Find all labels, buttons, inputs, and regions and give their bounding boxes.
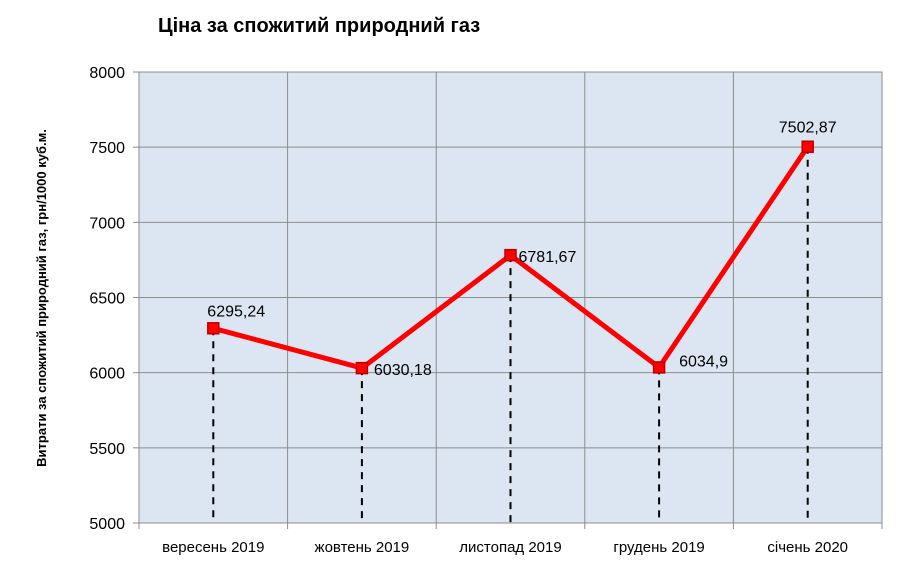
y-axis-label: Витрати за спожитий природний газ, грн/1… [34, 129, 49, 467]
data-point-marker [207, 322, 220, 335]
x-tick-label: грудень 2019 [613, 539, 704, 556]
data-label: 6030,18 [374, 362, 432, 379]
chart-title: Ціна за спожитий природний газ [158, 15, 480, 37]
y-tick-label: 5000 [89, 516, 125, 533]
x-tick-label: січень 2020 [767, 539, 848, 556]
data-point-marker [355, 361, 369, 375]
y-tick-label: 7000 [89, 215, 125, 232]
series-line-group [207, 140, 814, 375]
data-label: 6295,24 [207, 303, 265, 320]
y-tick-label: 8000 [89, 65, 125, 82]
data-point-marker [504, 248, 517, 262]
y-tick-label: 5500 [89, 441, 125, 458]
data-label: 6781,67 [519, 249, 577, 266]
y-tick-label: 7500 [89, 140, 125, 157]
y-tick-label: 6500 [89, 291, 125, 308]
data-point-marker [801, 140, 814, 153]
data-labels: 6295,24 6030,18 6781,67 6034,9 7502,87 [207, 120, 836, 379]
data-label: 6034,9 [679, 353, 728, 370]
data-point-marker [652, 361, 666, 374]
drop-lines [212, 146, 809, 523]
axes: 5000 5500 6000 6500 7000 7500 8000 вересень 201… [89, 65, 883, 556]
gridlines [138, 71, 883, 524]
data-label: 7502,87 [779, 120, 837, 137]
x-tick-label: листопад 2019 [459, 539, 561, 556]
x-tick-label: вересень 2019 [162, 539, 264, 556]
y-tick-label: 6000 [89, 366, 125, 383]
x-tick-label: жовтень 2019 [315, 539, 410, 556]
